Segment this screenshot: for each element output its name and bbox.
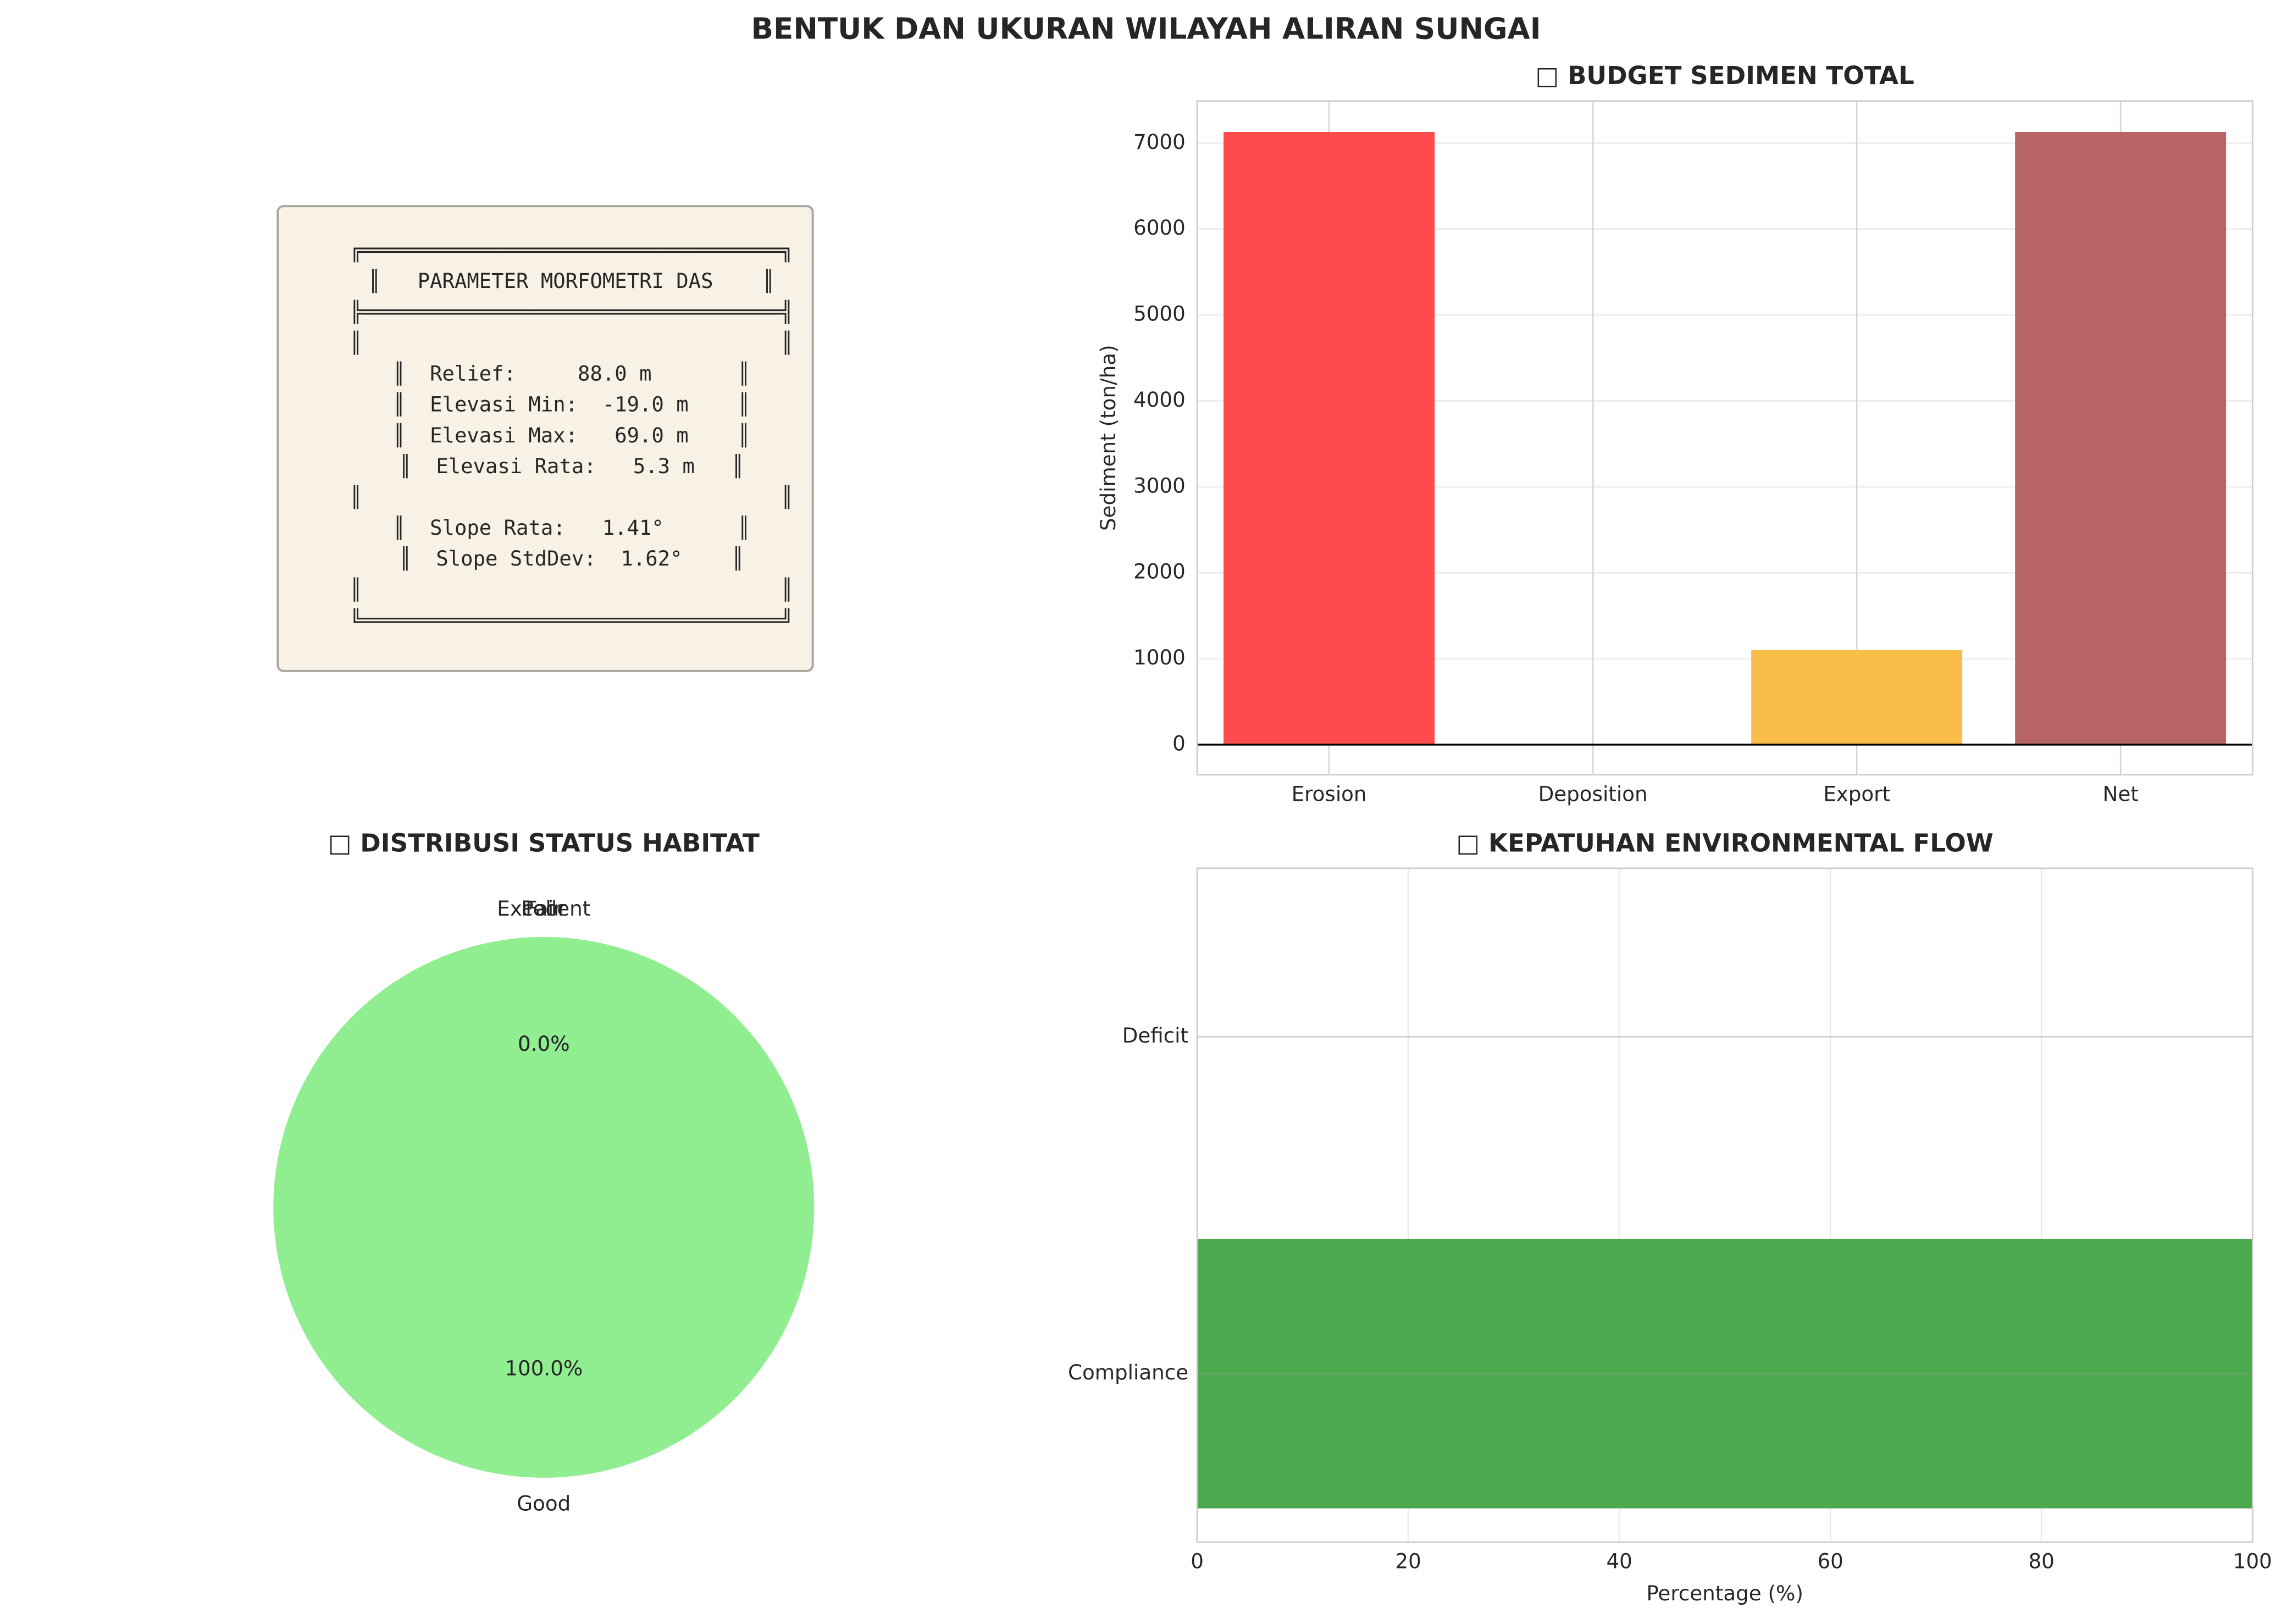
pct-label: 0.0% [518,1032,570,1056]
y-tick-label: 1000 [1133,645,1186,669]
panel-line: ║ ║ [350,330,793,355]
panel-line: ║ Elevasi Rata: 5.3 m ║ [399,454,744,479]
y-tick-label: Deficit [1122,1023,1188,1047]
panel-line: ╠══════════════════════════════════╣ [350,300,793,324]
x-axis-label: Percentage (%) [1646,1581,1803,1605]
x-tick-label: 80 [2028,1549,2054,1573]
y-tick-label: 3000 [1133,473,1186,497]
panel-line: ║ Elevasi Min: -19.0 m ║ [393,392,750,417]
figure-title: BENTUK DAN UKURAN WILAYAH ALIRAN SUNGAI [751,12,1541,46]
x-tick-label: 0 [1191,1549,1204,1573]
x-tick-label: 100 [2233,1549,2272,1573]
panel-line: ╔══════════════════════════════════╗ [350,238,793,263]
slice-label: Excellent [497,896,590,921]
pct-label: 0.0% [518,1032,570,1056]
bar [1223,131,1435,745]
pct-label: 100.0% [505,1356,583,1381]
plot-frame [1196,867,2254,1543]
pie-slice [273,936,815,1478]
y-tick-label: Compliance [1068,1360,1188,1384]
x-tick-label: Deposition [1538,781,1648,806]
y-axis-label: Sediment (ton/ha) [1096,345,1120,531]
panel-line: ║ ║ [350,577,793,602]
panel-line: ║ Slope StdDev: 1.62° ║ [399,546,744,571]
panel-line: ║ Relief: 88.0 m ║ [393,362,750,386]
y-tick-label: 6000 [1133,215,1186,240]
x-tick-label: Erosion [1292,781,1367,806]
bar [1751,650,1963,745]
y-tick-label: 7000 [1133,130,1186,154]
y-tick-label: 2000 [1133,559,1186,584]
slice-label: Good [517,1492,571,1516]
x-tick-label: 20 [1395,1549,1421,1573]
slice-label: Poor [521,896,567,921]
y-tick-label: 0 [1172,731,1186,755]
x-tick-label: Export [1823,781,1890,806]
x-tick-label: 60 [1817,1549,1843,1573]
plot-frame [1196,100,2254,776]
text-box [276,205,814,672]
panel-line: ║ PARAMETER MORFOMETRI DAS ║ [368,269,774,293]
bar [1197,1239,2253,1509]
y-tick-label: 4000 [1133,387,1186,412]
panel-line: ║ Slope Rata: 1.41° ║ [393,516,750,540]
bar [2015,131,2227,745]
chart-title: □ DISTRIBUSI STATUS HABITAT [328,828,760,857]
panel-line: ║ ║ [350,485,793,509]
y-tick-label: 5000 [1133,302,1186,326]
chart-title: □ BUDGET SEDIMEN TOTAL [1536,61,1914,90]
slice-label: Fair [525,896,562,921]
panel-line: ║ Elevasi Max: 69.0 m ║ [393,423,750,448]
x-tick-label: Net [2103,781,2139,806]
x-tick-label: 40 [1606,1549,1632,1573]
chart-title: □ KEPATUHAN ENVIRONMENTAL FLOW [1457,828,1994,857]
panel-line: ╚══════════════════════════════════╝ [350,608,793,632]
